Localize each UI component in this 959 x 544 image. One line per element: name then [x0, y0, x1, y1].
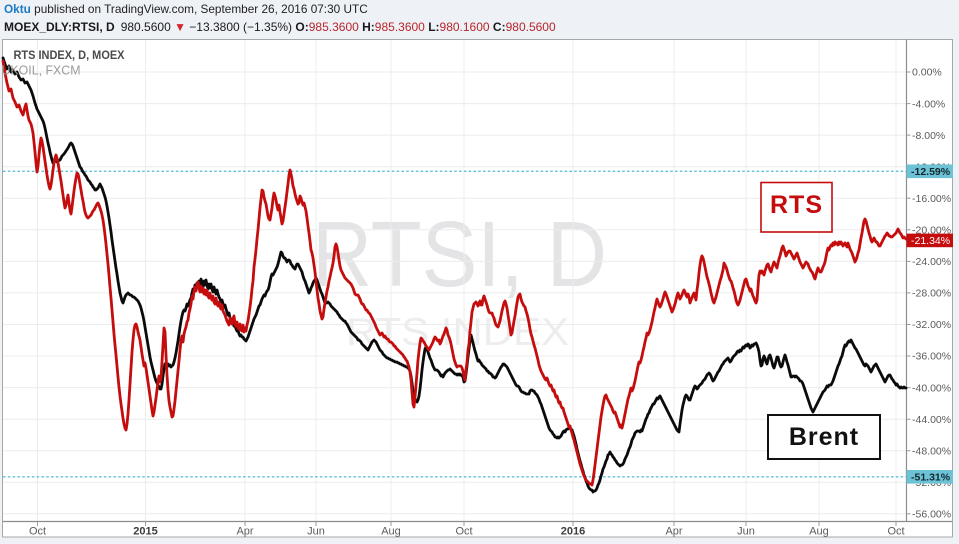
svg-text:UKOIL, FXCM: UKOIL, FXCM	[2, 63, 81, 78]
svg-text:-12.59%: -12.59%	[911, 166, 951, 178]
svg-text:Oct: Oct	[887, 526, 904, 538]
svg-text:RTS: RTS	[770, 191, 823, 219]
svg-text:-21.34%: -21.34%	[911, 235, 950, 247]
svg-text:Brent: Brent	[789, 423, 859, 451]
svg-text:-44.00%: -44.00%	[912, 414, 951, 426]
svg-text:-56.00%: -56.00%	[912, 509, 951, 521]
svg-text:Apr: Apr	[236, 526, 253, 538]
svg-text:Oct: Oct	[455, 526, 472, 538]
svg-text:-40.00%: -40.00%	[912, 382, 951, 394]
svg-text:Jun: Jun	[737, 526, 755, 538]
svg-text:-28.00%: -28.00%	[912, 288, 951, 300]
svg-text:-36.00%: -36.00%	[912, 351, 951, 363]
svg-text:-51.31%: -51.31%	[911, 472, 951, 484]
svg-text:MOEX_DLY:RTSI, D 980.5600 ▼ −1: MOEX_DLY:RTSI, D 980.5600 ▼ −13.3800 (−1…	[4, 20, 556, 34]
svg-text:Apr: Apr	[665, 526, 682, 538]
svg-text:Oct: Oct	[29, 526, 46, 538]
svg-text:Jun: Jun	[307, 526, 325, 538]
svg-text:RTSI, D: RTSI, D	[312, 202, 607, 306]
svg-text:-48.00%: -48.00%	[912, 445, 951, 457]
svg-text:-16.00%: -16.00%	[912, 193, 951, 205]
svg-text:-24.00%: -24.00%	[912, 256, 951, 268]
svg-text:0.00%: 0.00%	[912, 67, 942, 79]
svg-text:Oktu published on TradingView.: Oktu published on TradingView.com, Septe…	[4, 2, 368, 16]
svg-text:2015: 2015	[133, 526, 157, 538]
svg-text:Aug: Aug	[809, 526, 829, 538]
svg-text:2016: 2016	[561, 526, 585, 538]
svg-text:-4.00%: -4.00%	[912, 98, 945, 110]
svg-text:RTS INDEX, D, MOEX: RTS INDEX, D, MOEX	[14, 48, 126, 62]
svg-text:Aug: Aug	[381, 526, 401, 538]
svg-text:-20.00%: -20.00%	[912, 225, 951, 237]
svg-text:-32.00%: -32.00%	[912, 319, 951, 331]
svg-text:-8.00%: -8.00%	[912, 130, 945, 142]
